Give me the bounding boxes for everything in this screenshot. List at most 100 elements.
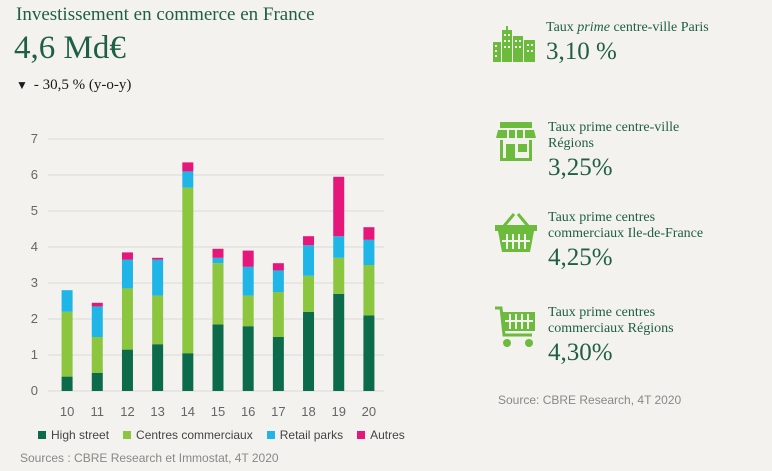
kpi-value: 3,25% [548,154,613,181]
bar-segment [152,257,164,260]
bar-segment [61,376,73,391]
kpi-label-emphasis: prime [577,20,610,35]
kpi-idf-centres: Taux prime centres commerciaux Ile-de-Fra… [494,210,703,272]
legend-swatch [38,431,46,439]
bar-segment [61,290,73,312]
kpi-label-line: Taux prime centre-ville [548,120,680,135]
x-tick-label: 14 [181,404,195,419]
bar-segment [182,171,194,188]
kpi-label-line: Taux prime centres [548,210,656,225]
bar-segment [272,292,284,337]
y-tick-label: 2 [31,311,38,326]
legend-item: Centres commerciaux [123,428,253,442]
kpi-label: Taux prime centres commerciaux Ile-de-Fra… [548,210,703,242]
kpi-value: 4,30% [548,339,613,366]
kpi-label: Taux prime centre-ville Paris [546,20,709,36]
x-tick-label: 11 [91,404,105,419]
x-tick-label: 13 [150,404,164,419]
x-tick-label: 20 [362,404,376,419]
bar-segment [121,288,133,350]
bar-segment [121,252,133,260]
bar-segment [272,270,284,292]
bar-segment [182,353,194,391]
shopping-cart-icon [495,306,535,347]
bar-segment [303,236,315,246]
bar-segment [272,263,284,271]
kpi-label: Taux prime centres commerciaux Régions [548,305,674,337]
bar-segment [91,302,103,307]
bar-segment [152,344,164,391]
kpi-value: 4,25% [548,244,613,271]
y-axis-labels: 0 1 2 3 4 5 6 7 [31,131,38,398]
legend-item: Autres [357,428,405,442]
chart-title: Investissement en commerce en France [16,4,315,25]
y-tick-label: 5 [31,203,38,218]
bar-segment [303,275,315,312]
y-tick-label: 6 [31,167,38,182]
chart-legend: High street Centres commerciaux Retail p… [38,428,405,442]
bar-segment [363,315,375,391]
bar-segment [182,187,194,354]
kpi-label-line: commerciaux Régions [548,321,674,336]
chart-bars [61,162,375,391]
bar-segment [212,248,224,258]
kpi-label-line: Taux prime centres [548,305,656,320]
bar-segment [61,311,73,377]
bar-segment [212,263,224,325]
kpi-label-line: commerciaux Ile-de-France [548,226,704,241]
y-tick-label: 0 [31,383,38,398]
bar-segment [91,337,103,373]
x-tick-label: 18 [301,404,315,419]
bar-segment [152,259,164,296]
kpi-source: Source: CBRE Research, 4T 2020 [498,393,682,407]
x-tick-label: 19 [331,404,345,419]
total-investment-value: 4,6 Md€ [14,30,126,66]
bar-segment [212,257,224,264]
x-tick-label: 16 [241,404,255,419]
x-tick-label: 17 [271,404,285,419]
kpi-label-suffix: centre-ville Paris [613,20,709,35]
legend-label: High street [51,428,110,442]
bar-segment [333,236,345,258]
chart-source: Sources : CBRE Research et Immostat, 4T … [20,451,279,465]
down-triangle-icon: ▼ [16,78,28,92]
bar-segment [303,245,315,276]
bar-segment [333,176,345,237]
legend-swatch [266,431,275,439]
kpi-regions-centre-ville: Taux prime centre-ville Régions 3,25% [494,120,679,182]
legend-item: High street [38,428,109,442]
y-tick-label: 3 [31,275,38,290]
bar-segment [363,227,375,240]
bar-segment [121,259,133,289]
buildings-icon [493,26,535,62]
x-tick-label: 12 [120,404,134,419]
storefront-icon [496,122,536,161]
bar-segment [91,306,103,337]
legend-swatch [357,431,366,439]
basket-icon [495,213,537,252]
bar-segment [242,295,254,327]
bar-segment [242,250,254,267]
kpi-label: Taux prime centre-ville Régions [548,120,679,152]
kpi-regions-centres: Taux prime centres commerciaux Régions 4,… [494,305,674,367]
bar-segment [212,324,224,391]
bar-segment [242,326,254,391]
bar-segment [121,349,133,391]
bar-segment [333,257,345,294]
x-axis-labels: 10 11 12 13 14 15 16 17 18 19 20 [60,404,376,419]
kpi-value: 3,10 % [546,38,617,65]
legend-label: Autres [370,428,405,442]
legend-label: Retail parks [279,428,344,442]
y-tick-label: 1 [31,347,38,362]
bar-segment [363,239,375,265]
kpi-paris: Taux prime centre-ville Paris 3,10 % [492,20,709,66]
bar-segment [91,373,103,391]
x-tick-label: 15 [211,404,225,419]
yoy-change-text: - 30,5 % (y-o-y) [33,77,132,93]
bar-segment [333,293,345,391]
bar-segment [272,337,284,391]
x-tick-label: 10 [60,404,74,419]
bar-segment [152,295,164,345]
legend-item: Retail parks [266,428,344,442]
